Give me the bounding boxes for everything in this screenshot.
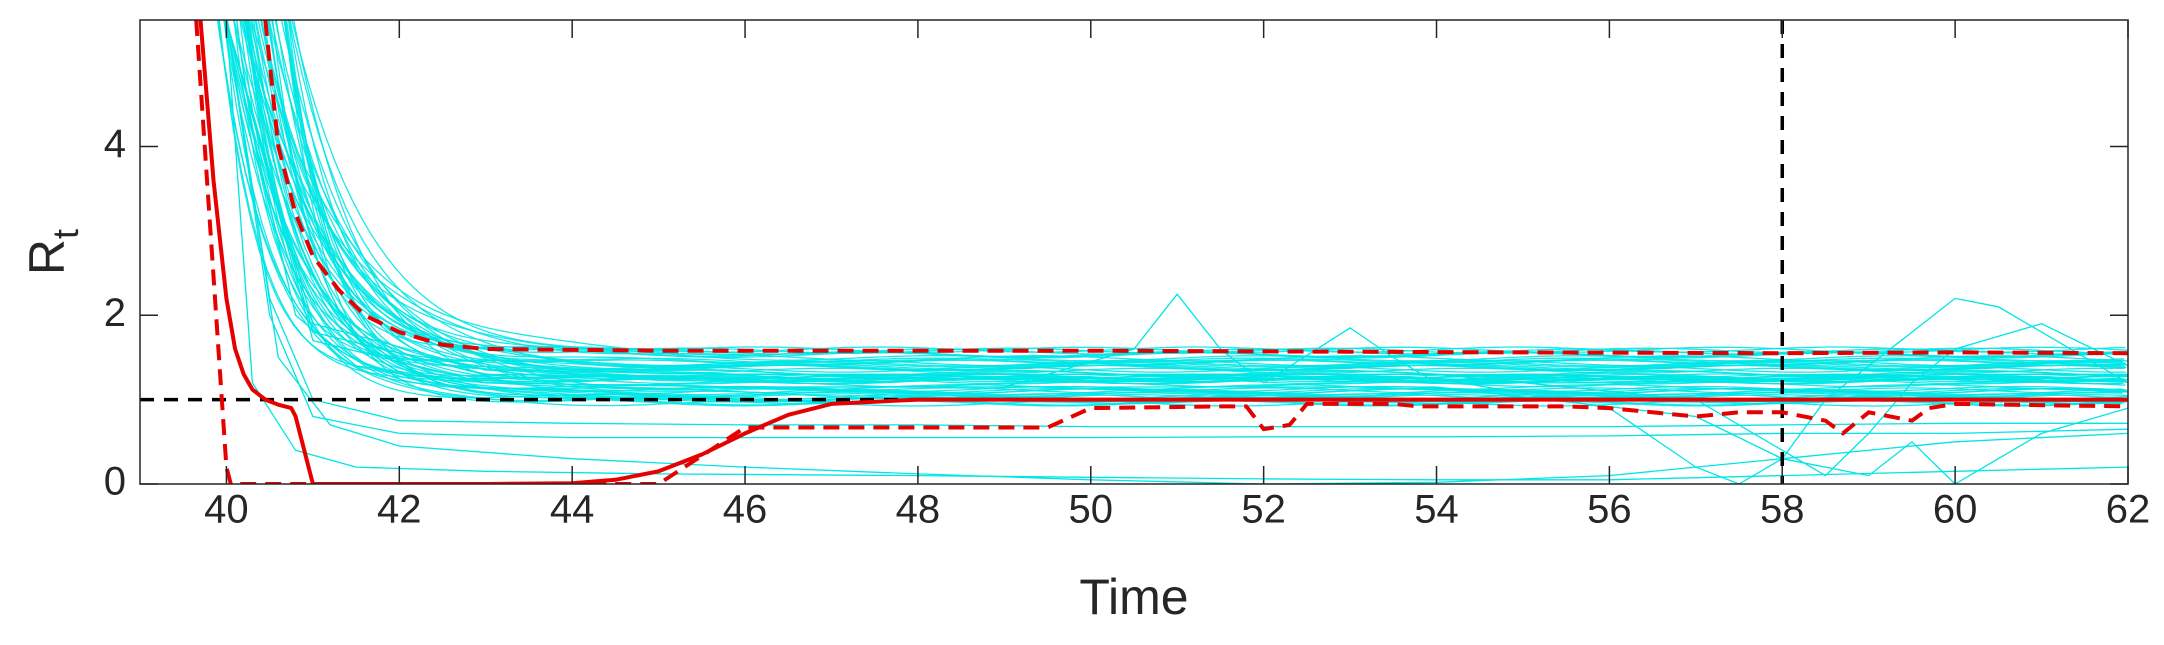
sample-line [289,20,2127,371]
sample-line [218,20,2126,388]
x-tick-label: 50 [1069,488,1114,532]
estimate-bound-line [194,20,2128,484]
y-tick-label: 4 [104,122,126,166]
sample-line [253,20,2124,385]
sample-line [283,20,2128,401]
sample-line [271,20,2126,368]
sample-line [224,20,2127,373]
x-tick-label: 48 [896,488,941,532]
y-axis-label-main: R [19,239,75,275]
x-tick-label: 62 [2106,488,2151,532]
x-tick-label: 44 [550,488,595,532]
estimate-line [198,20,2128,484]
sample-line [225,20,2128,484]
y-axis-label: Rt [19,229,86,275]
x-tick-label: 52 [1241,488,1286,532]
plot-frame [139,19,2129,485]
x-tick-label: 54 [1414,488,1459,532]
y-axis-label-subscript: t [45,229,86,239]
sample-line [236,20,2126,395]
sample-line [233,20,2123,367]
sample-line [268,20,2123,399]
y-tick-label: 2 [104,291,126,335]
sample-line [288,20,2122,364]
sample-line [217,20,2122,391]
sample-lines [216,20,2128,484]
x-tick-label: 42 [377,488,422,532]
sample-line [245,20,2125,396]
x-tick-label: 58 [1760,488,1805,532]
sample-line [225,20,2128,484]
sample-line [242,20,2122,407]
sample-line [263,20,2126,353]
sample-line [225,20,2128,388]
x-tick-label: 56 [1587,488,1632,532]
y-axis-ticks: 0 2 4 [104,122,2128,504]
x-tick-label: 40 [204,488,249,532]
sample-line [257,20,2128,353]
x-axis-ticks: 40 42 44 46 48 50 52 54 56 58 60 62 [204,20,2150,532]
x-tick-label: 60 [1933,488,1978,532]
plot-background [140,20,2128,484]
estimate-bound-line [263,20,2128,356]
sample-line [225,20,2128,484]
sample-line [226,20,2125,403]
x-tick-label: 46 [723,488,768,532]
estimate-lines [194,20,2128,484]
sample-line [225,20,2128,477]
y-tick-label: 0 [104,460,126,504]
x-axis-label: Time [1079,569,1188,625]
sample-line [260,20,2126,358]
